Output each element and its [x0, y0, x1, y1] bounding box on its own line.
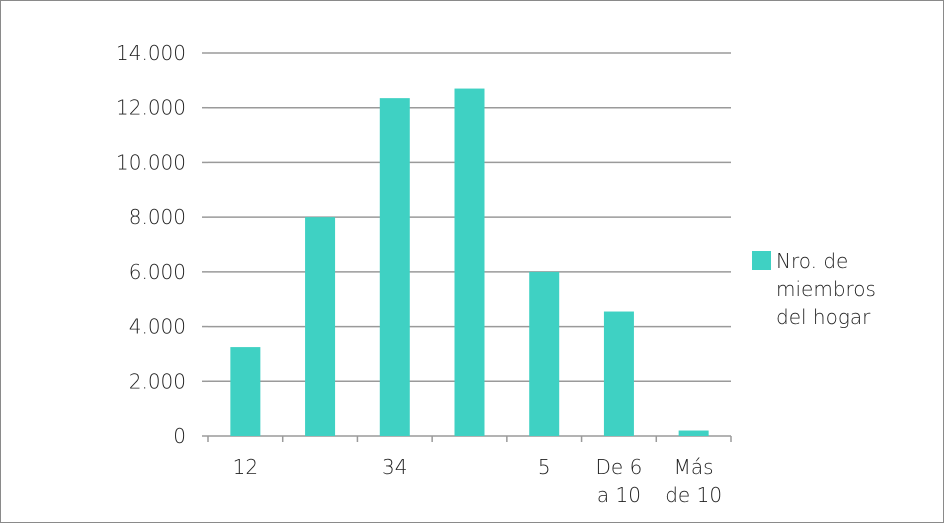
bar: [678, 430, 709, 436]
bar: [454, 88, 485, 437]
x-tick-label: De 6: [596, 455, 643, 479]
x-tick-label: 34: [382, 455, 407, 479]
legend-swatch: [752, 251, 771, 270]
bars: [230, 88, 709, 437]
bar: [305, 217, 336, 436]
y-tick-label: 6.000: [129, 260, 186, 284]
y-tick-label: 10.000: [116, 150, 186, 174]
x-tick-label: 5: [538, 455, 551, 479]
y-tick-label: 4.000: [129, 315, 186, 339]
bar: [379, 98, 410, 436]
bar: [603, 311, 634, 436]
x-tick-label: de 10: [665, 483, 722, 507]
legend-label: Nro. de: [776, 249, 848, 273]
x-tick-label: a 10: [597, 483, 641, 507]
x-tick-label: Más: [674, 455, 714, 479]
legend-label: miembros: [776, 277, 876, 301]
y-tick-label: 12.000: [116, 96, 186, 120]
y-tick-label: 2.000: [129, 369, 186, 393]
x-tick-label: 12: [233, 455, 258, 479]
legend: Nro. de miembros del hogar: [752, 249, 876, 329]
legend-label: del hogar: [776, 305, 871, 329]
y-tick-label: 0: [173, 424, 186, 448]
bar: [230, 347, 261, 436]
x-tick-labels: 12 34 5 De 6 a 10 Más de 10: [233, 455, 722, 507]
y-tick-label: 14.000: [116, 41, 186, 65]
bar: [529, 271, 560, 436]
y-tick-label: 8.000: [129, 205, 186, 229]
gridlines: 0 2.000 4.000 6.000 8.000 10.000 12.000 14.000: [116, 41, 731, 448]
